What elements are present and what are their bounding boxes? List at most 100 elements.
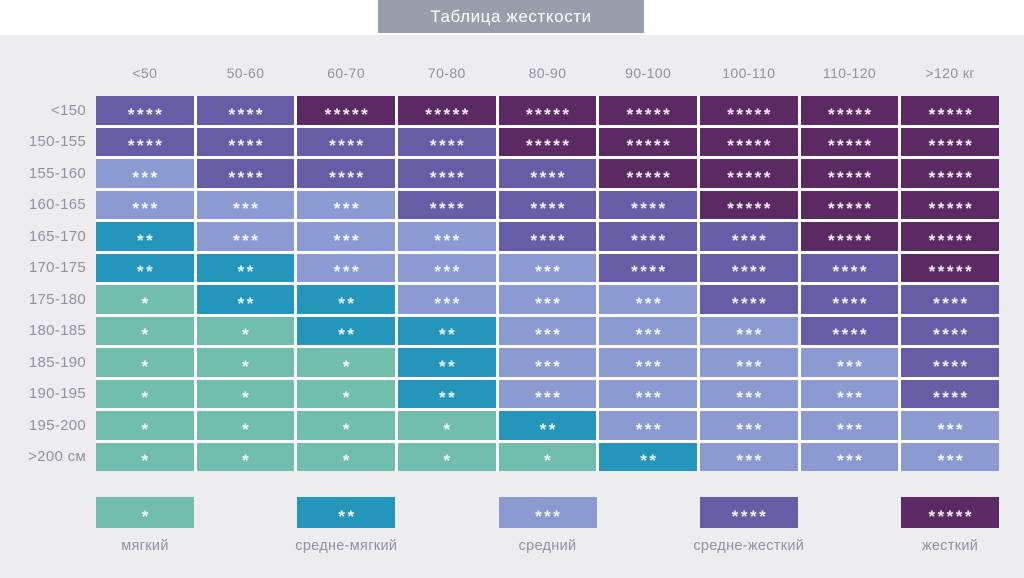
cell-stars: *** (736, 325, 764, 345)
cell-stars: *** (535, 388, 563, 408)
legend-swatch-stars: **** (731, 507, 769, 526)
cell-stars: *** (132, 167, 160, 187)
table-cell: **** (196, 96, 295, 125)
table-cell: *** (96, 190, 194, 219)
table-cell: **** (196, 159, 295, 188)
cell-stars: ***** (827, 104, 874, 124)
table-cell: *** (699, 379, 798, 408)
table-cell: *** (498, 285, 597, 314)
cell-stars: * (242, 356, 252, 376)
table-cell: ***** (901, 253, 999, 282)
table-cell: **** (196, 127, 295, 156)
cell-stars: *** (635, 325, 664, 345)
table-cell: * (96, 348, 194, 377)
column-header: <50 (132, 65, 158, 81)
table-cell: ***** (699, 127, 798, 156)
cell-stars: *** (937, 451, 966, 471)
cell-stars: *** (535, 262, 563, 282)
cell-stars: **** (429, 167, 467, 187)
cell-stars: **** (731, 262, 769, 282)
table-cell: * (96, 442, 194, 471)
table-cell: ** (397, 379, 496, 408)
row-label: 155-160 (28, 164, 86, 182)
table-cell: *** (498, 348, 597, 377)
table-cell: ** (196, 253, 295, 282)
page-title: Таблица жесткости (430, 6, 592, 26)
cell-stars: *** (736, 451, 764, 471)
table-cell: ** (297, 316, 395, 345)
cell-stars: *** (837, 419, 865, 439)
table-cell: *** (699, 348, 798, 377)
table-cell: *** (901, 411, 999, 440)
cell-stars: *** (736, 356, 764, 376)
cell-stars: *** (837, 451, 865, 471)
cell-stars: ***** (324, 104, 371, 124)
cell-stars: * (242, 419, 252, 439)
table-cell: * (96, 316, 194, 345)
cell-stars: **** (429, 136, 467, 156)
cell-stars: * (443, 419, 453, 439)
cell-stars: *** (635, 293, 664, 313)
table-cell: * (498, 442, 597, 471)
table-cell: ** (599, 442, 697, 471)
table-cell: *** (297, 190, 395, 219)
column-header: 70-80 (427, 65, 466, 81)
table-cell: *** (800, 348, 899, 377)
table-cell: * (96, 285, 194, 314)
row-label: 160-165 (28, 196, 86, 214)
cell-stars: * (141, 325, 151, 345)
cell-stars: **** (228, 167, 265, 187)
table-cell: ** (397, 316, 496, 345)
legend-item: * мягкий (96, 497, 194, 554)
table-cell: * (196, 348, 295, 377)
cell-stars: ** (237, 262, 256, 282)
table-cell: **** (498, 159, 597, 188)
row-label: 190-195 (28, 385, 86, 403)
cell-stars: * (242, 388, 252, 408)
cell-stars: *** (937, 419, 966, 439)
cell-stars: * (141, 451, 151, 471)
table-cell: ** (96, 222, 194, 251)
table-cell: * (96, 379, 194, 408)
table-cell: ** (196, 285, 295, 314)
legend-item: **** средне-жесткий (693, 497, 804, 554)
table-cell: *** (599, 411, 697, 440)
column-header: 110-120 (822, 65, 877, 81)
column-header: 60-70 (327, 65, 366, 81)
cell-stars: **** (933, 325, 970, 345)
table-cell: **** (599, 253, 697, 282)
table-cell: ***** (498, 96, 597, 125)
table-cell: * (297, 379, 395, 408)
table-cell: * (96, 411, 194, 440)
legend-swatch: *** (498, 497, 597, 528)
table-cell: **** (599, 222, 697, 251)
column-header: 100-110 (722, 65, 776, 81)
cell-stars: ***** (928, 262, 975, 282)
cell-stars: ***** (928, 104, 975, 124)
table-cell: ** (397, 348, 496, 377)
table-cell: **** (901, 348, 999, 377)
cell-stars: *** (635, 356, 664, 376)
table-cell: ***** (297, 96, 395, 125)
legend: * мягкий ** средне-мягкий *** средний **** сред… (96, 497, 999, 554)
table-cell: **** (800, 316, 899, 345)
cell-stars: *** (736, 388, 764, 408)
cell-stars: *** (434, 293, 462, 313)
cell-stars: ***** (727, 104, 773, 124)
row-label: >200 см (28, 448, 86, 466)
table-cell: ***** (901, 96, 999, 125)
table-cell: ***** (800, 96, 899, 125)
cell-stars: ** (438, 356, 458, 376)
table-cell: **** (901, 379, 999, 408)
cell-stars: ***** (827, 199, 874, 219)
table-cell: *** (800, 411, 899, 440)
row-label: 170-175 (28, 259, 86, 277)
table-cell: * (397, 411, 496, 440)
cell-stars: **** (329, 167, 366, 187)
table-cell: ***** (599, 96, 697, 125)
table-cell: ***** (800, 127, 899, 156)
cell-stars: *** (434, 262, 462, 282)
cell-stars: ***** (928, 136, 975, 156)
table-cell: **** (800, 285, 899, 314)
table-cell: **** (599, 190, 697, 219)
